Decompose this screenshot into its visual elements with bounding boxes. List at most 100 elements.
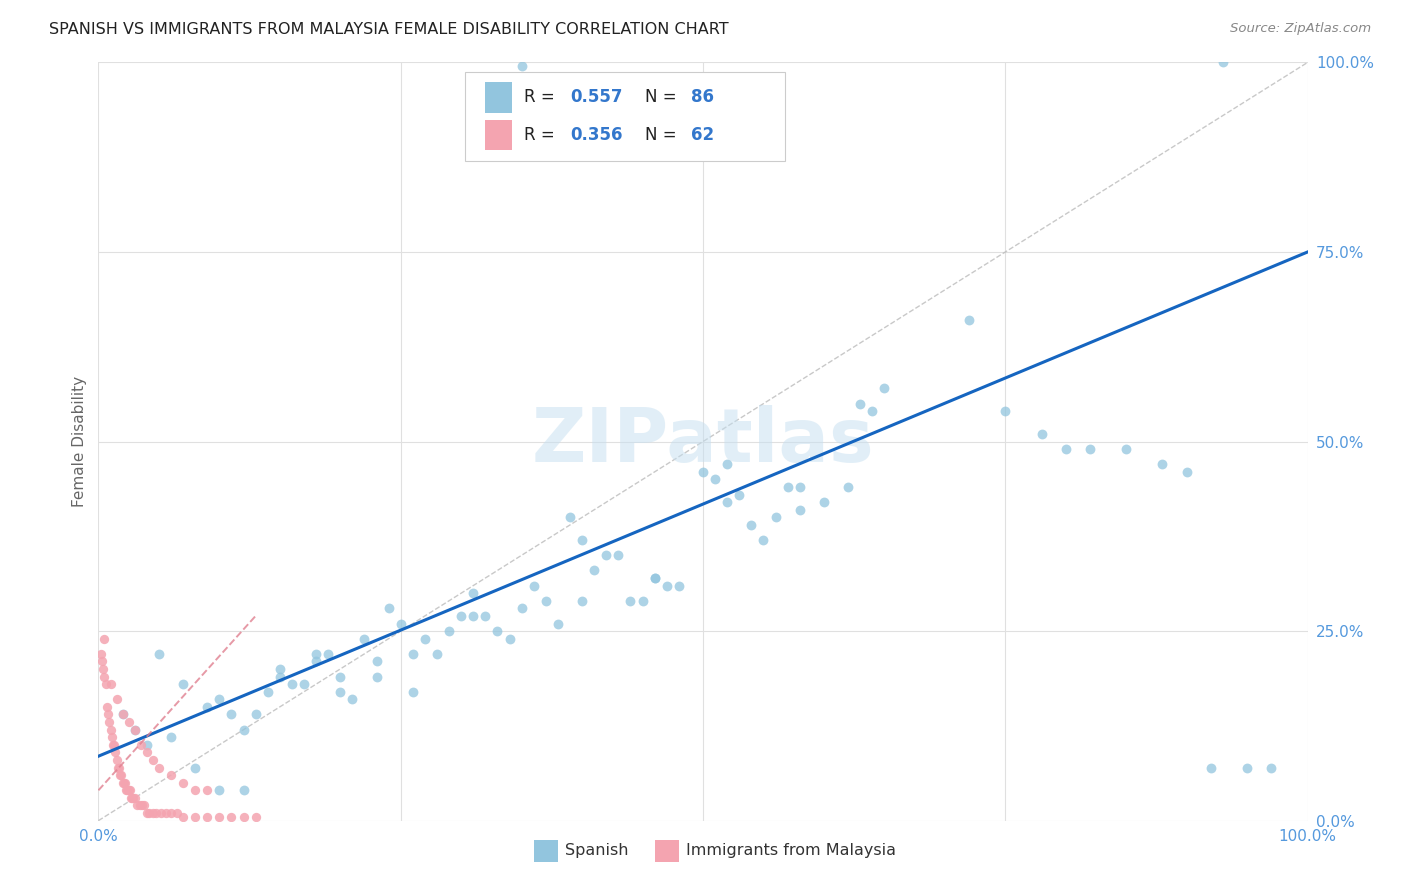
Point [101, 738, 124, 752]
Point [115, 783, 138, 797]
Point [208, 783, 231, 797]
Point [97, 707, 120, 722]
Point [112, 776, 135, 790]
Point [142, 753, 165, 767]
Point [172, 677, 194, 691]
Point [111, 707, 134, 722]
Point [103, 738, 125, 752]
Point [486, 624, 509, 639]
Point [122, 791, 145, 805]
Point [366, 669, 388, 683]
Point [96, 699, 118, 714]
Point [145, 806, 167, 821]
Point [111, 776, 134, 790]
Point [120, 791, 142, 805]
Point [558, 510, 581, 524]
Point [184, 760, 207, 774]
Point [631, 594, 654, 608]
Point [510, 601, 533, 615]
Point [668, 579, 690, 593]
Point [571, 594, 593, 608]
Point [353, 632, 375, 646]
Bar [485, 82, 512, 112]
Point [740, 517, 762, 532]
Point [150, 806, 173, 821]
Point [131, 798, 153, 813]
Point [118, 783, 141, 797]
Point [534, 594, 557, 608]
Point [547, 616, 569, 631]
Bar [534, 839, 558, 863]
Point [402, 685, 425, 699]
Text: Immigrants from Malaysia: Immigrants from Malaysia [686, 844, 896, 858]
Text: N =: N = [645, 88, 682, 106]
Point [463, 586, 485, 600]
Point [108, 768, 131, 782]
Point [98, 715, 121, 730]
Point [195, 783, 218, 797]
Y-axis label: Female Disability: Female Disability [72, 376, 87, 508]
Point [957, 313, 980, 327]
Point [111, 707, 134, 722]
Point [305, 655, 328, 669]
Point [1054, 442, 1077, 457]
Point [716, 495, 738, 509]
Point [305, 647, 328, 661]
Point [94, 677, 117, 691]
Point [1031, 427, 1053, 442]
Point [655, 579, 678, 593]
Point [329, 669, 352, 683]
Point [292, 677, 315, 691]
Point [329, 685, 352, 699]
Point [135, 806, 157, 821]
Point [128, 798, 150, 813]
Point [142, 806, 165, 821]
Point [413, 632, 436, 646]
Point [91, 662, 114, 676]
Point [450, 608, 472, 623]
Point [93, 669, 115, 683]
Point [110, 768, 132, 782]
Point [860, 404, 883, 418]
Point [1236, 760, 1258, 774]
Point [1078, 442, 1101, 457]
Text: N =: N = [645, 126, 682, 145]
Point [166, 806, 188, 821]
Point [813, 495, 835, 509]
Point [474, 608, 496, 623]
Text: 0.557: 0.557 [569, 88, 623, 106]
Point [619, 594, 641, 608]
Point [118, 783, 141, 797]
Point [135, 746, 157, 760]
Point [104, 746, 127, 760]
Point [498, 632, 520, 646]
Text: 0.356: 0.356 [569, 126, 623, 145]
Point [129, 738, 152, 752]
Point [148, 760, 170, 774]
Point [716, 458, 738, 472]
Text: R =: R = [524, 126, 560, 145]
Point [1199, 760, 1222, 774]
Point [644, 571, 666, 585]
Point [571, 533, 593, 548]
Point [704, 473, 727, 487]
Point [389, 616, 412, 631]
Point [91, 655, 114, 669]
Point [135, 738, 157, 752]
Point [107, 760, 129, 774]
Text: Source: ZipAtlas.com: Source: ZipAtlas.com [1230, 22, 1371, 36]
Point [765, 510, 787, 524]
Point [437, 624, 460, 639]
Text: 62: 62 [690, 126, 714, 145]
Point [160, 768, 183, 782]
Point [583, 564, 606, 578]
Point [342, 692, 364, 706]
Point [195, 699, 218, 714]
Text: Spanish: Spanish [565, 844, 628, 858]
Point [728, 487, 751, 501]
Point [402, 647, 425, 661]
Point [644, 571, 666, 585]
Point [269, 669, 291, 683]
Point [789, 503, 811, 517]
Point [463, 608, 485, 623]
